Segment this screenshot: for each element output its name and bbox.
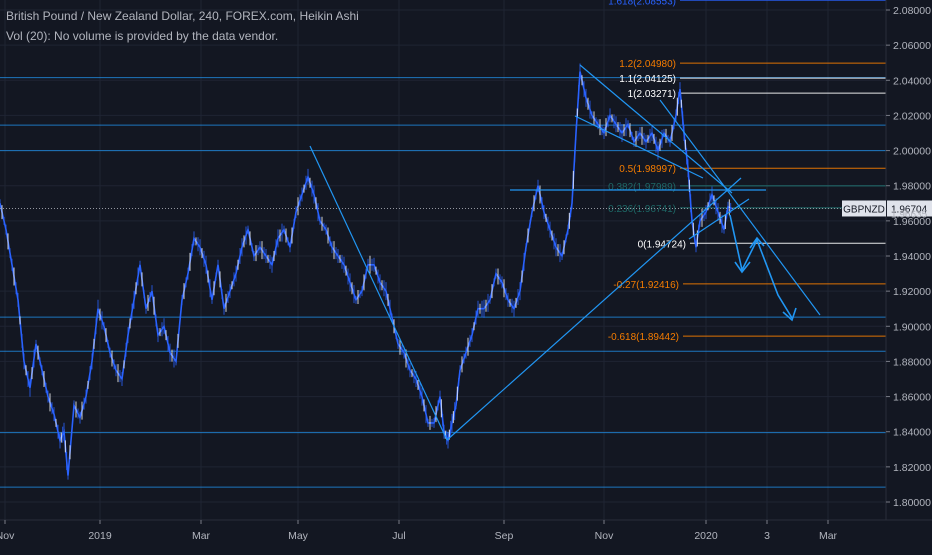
price-tick-label: 2.02000 [893, 110, 931, 122]
price-tick-label: 1.94000 [893, 251, 931, 263]
price-tick-label: 2.04000 [893, 75, 931, 87]
arrow-head [782, 307, 797, 322]
time-tick-label: Nov [595, 530, 614, 542]
price-tick-label: 1.80000 [893, 497, 931, 509]
fib-level-label: 0.236(1.96741) [608, 204, 676, 215]
price-tick-label: 1.90000 [893, 321, 931, 333]
fib-level-label: 1.1(2.04125) [619, 74, 676, 85]
fib-level-label: 0.382(1.97989) [608, 182, 676, 193]
price-tick-label: 2.08000 [893, 5, 931, 17]
last-price-label: 1.96704 [891, 204, 928, 215]
fib-level-label: 0(1.94724) [638, 239, 686, 250]
price-tick-label: 2.00000 [893, 146, 931, 158]
price-tick-label: 1.82000 [893, 462, 931, 474]
trendline [688, 198, 750, 240]
trendline [574, 115, 704, 179]
trendline [446, 177, 742, 441]
arrow-head [734, 261, 751, 274]
price-tick-label: 1.98000 [893, 181, 931, 193]
secondary-price-label: 1.96635 [891, 210, 928, 221]
trendline [309, 145, 448, 441]
price-tick-label: 1.96000 [893, 216, 931, 228]
time-tick-label: Mar [192, 530, 211, 542]
fib-level-label: -0.27(1.92416) [613, 280, 679, 291]
price-tick-label: 1.92000 [893, 286, 931, 298]
price-tick-label: 1.84000 [893, 427, 931, 439]
time-tick-label: 2019 [88, 530, 112, 542]
symbol-tag [842, 200, 886, 217]
price-tick-label: 2.06000 [893, 40, 931, 52]
time-tick-label: May [288, 530, 309, 542]
time-tick-label: Sep [495, 530, 514, 542]
symbol-tag-label: GBPNZD [843, 204, 885, 215]
volume-note: Vol (20): No volume is provided by the d… [6, 29, 279, 43]
arrow-head [749, 236, 765, 249]
fib-level-label: 0.5(1.98997) [619, 164, 676, 175]
price-tick-label: 1.86000 [893, 392, 931, 404]
fib-level-label: 1(2.03271) [628, 89, 676, 100]
time-tick-label: Mar [819, 530, 838, 542]
fib-level-label: 1.2(2.04980) [619, 59, 676, 70]
chart-title: British Pound / New Zealand Dollar, 240,… [6, 9, 359, 23]
time-tick-label: Jul [392, 530, 405, 542]
time-tick-label: 3 [764, 530, 770, 542]
trendline [579, 64, 733, 194]
trendline [659, 99, 821, 316]
time-tick-label: Nov [0, 530, 15, 542]
price-tick-label: 1.88000 [893, 356, 931, 368]
fib-level-label: 1.618(2.08553) [608, 0, 676, 7]
projection-path [729, 214, 793, 319]
last-price-tag [887, 200, 932, 217]
fib-level-label: -0.618(1.89442) [608, 332, 679, 343]
time-tick-label: 2020 [694, 530, 718, 542]
